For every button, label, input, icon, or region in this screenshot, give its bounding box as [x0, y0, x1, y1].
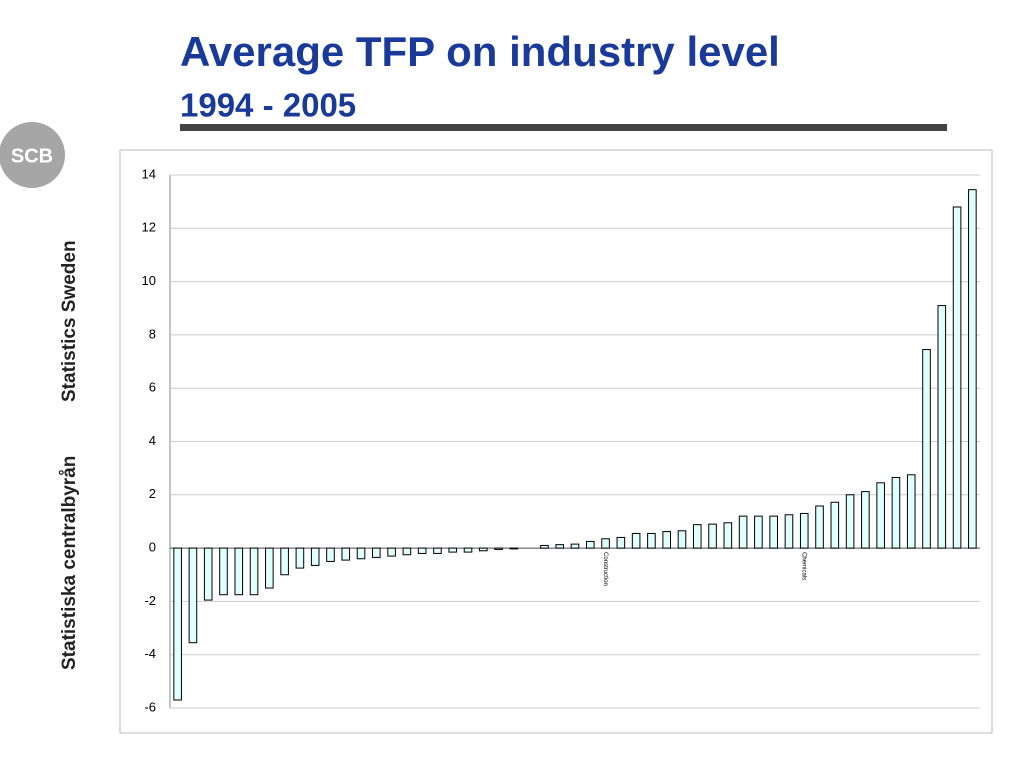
bar	[448, 547, 458, 553]
chart-subtitle: 1994 - 2005	[180, 87, 356, 124]
bar	[219, 547, 228, 596]
bar	[555, 544, 565, 549]
bar	[585, 540, 595, 549]
bar	[265, 547, 274, 589]
bar	[906, 474, 916, 549]
bar	[738, 515, 748, 549]
bar	[677, 530, 687, 549]
bar	[540, 544, 549, 549]
logo-circle	[0, 122, 65, 188]
bar	[402, 547, 412, 556]
bar	[815, 505, 824, 549]
bar	[662, 531, 671, 549]
y-tick-label: 8	[149, 326, 156, 341]
bar	[372, 547, 381, 558]
bar	[417, 547, 427, 554]
bar	[356, 547, 366, 560]
bar	[463, 547, 473, 553]
bar	[295, 547, 305, 569]
logo: SCB	[11, 145, 53, 167]
y-tick-label: 4	[149, 433, 156, 448]
bar	[799, 512, 809, 549]
bar	[479, 547, 488, 552]
bar	[341, 547, 351, 561]
bar	[203, 547, 213, 601]
y-tick-label: 2	[149, 486, 156, 501]
bar	[280, 547, 289, 576]
chart-title: Average TFP on industry level	[180, 28, 780, 75]
bar	[494, 547, 503, 550]
bar	[647, 532, 656, 549]
bar	[708, 523, 717, 549]
bar	[173, 547, 182, 701]
sidebar-text: Statistics Sweden	[59, 240, 80, 402]
bar	[310, 547, 320, 566]
bar	[830, 501, 840, 549]
title-rule	[180, 124, 947, 131]
bar	[922, 349, 931, 549]
y-tick-label: 12	[142, 220, 156, 235]
y-tick-label: 14	[142, 166, 156, 181]
x-tick-label: Construction	[602, 552, 608, 586]
bar	[968, 189, 977, 549]
bar	[188, 547, 198, 644]
bar	[891, 476, 901, 549]
bar	[234, 547, 244, 596]
bar	[754, 515, 763, 549]
bar	[876, 482, 885, 549]
sidebar-text: Statistiska centralbyrån	[59, 456, 80, 670]
bar	[616, 536, 626, 549]
bar	[326, 547, 335, 562]
bar	[631, 532, 641, 549]
bar	[570, 543, 580, 549]
y-tick-label: 6	[149, 380, 156, 395]
bar	[769, 515, 778, 549]
bar	[845, 494, 855, 549]
bar	[433, 547, 442, 554]
x-tick-label: Chemicals	[801, 552, 807, 580]
bar	[723, 522, 733, 549]
y-tick-label: -4	[144, 646, 156, 661]
bar	[861, 491, 870, 549]
bar	[952, 206, 962, 549]
bar	[509, 547, 519, 550]
y-tick-label: -6	[144, 699, 156, 714]
bar	[784, 514, 794, 549]
y-tick-label: 10	[142, 273, 156, 288]
bar	[937, 305, 947, 549]
bar	[692, 524, 702, 549]
y-tick-label: 0	[149, 540, 156, 555]
y-tick-label: -2	[144, 593, 156, 608]
bar	[601, 538, 610, 549]
bar	[249, 547, 259, 596]
bar	[387, 547, 396, 557]
